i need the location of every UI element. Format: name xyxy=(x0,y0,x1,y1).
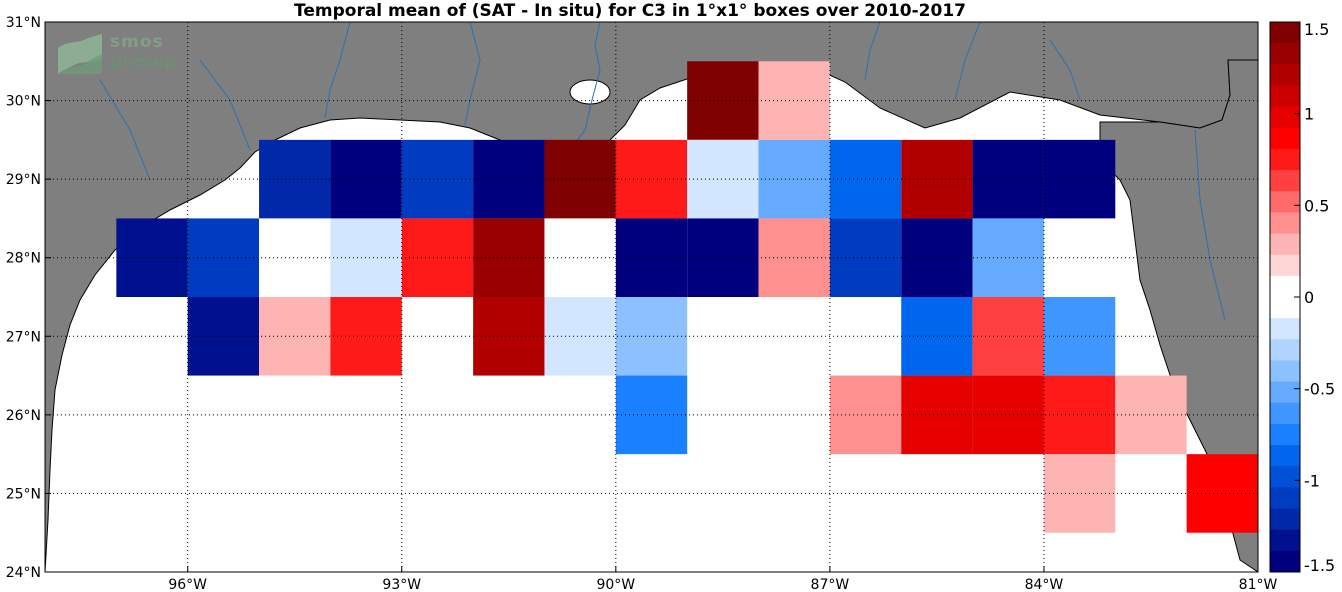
heatmap-cell-37 xyxy=(615,375,688,455)
heatmap-cell-8 xyxy=(687,139,759,219)
colorbar-tick-label-2: 0.5 xyxy=(1304,196,1329,215)
colorbar-tick-label-3: 0 xyxy=(1304,288,1314,307)
heatmap-cell-36 xyxy=(1043,297,1116,376)
colorbar-bin-6 xyxy=(1270,148,1300,171)
rivers xyxy=(99,22,1226,321)
heatmap-cell-13 xyxy=(1043,139,1116,219)
heatmap-cell-16 xyxy=(259,218,331,297)
colorbar-bin-16 xyxy=(1270,360,1300,383)
colorbar-bin-18 xyxy=(1270,402,1300,425)
y-axis-ticks: 24°N 25°N 26°N 27°N 28°N 29°N 30°N 31°N xyxy=(6,15,51,581)
colorbar: 1.5 1 0.5 0 -0.5 -1 -1.5 xyxy=(1269,20,1335,575)
colorbar-bin-23 xyxy=(1270,508,1300,531)
colorbar-tick-label-4: -0.5 xyxy=(1304,380,1335,399)
colorbar-bin-21 xyxy=(1270,466,1300,488)
colorbar-bin-9 xyxy=(1270,212,1300,235)
colorbar-swatches xyxy=(1270,22,1300,573)
y-tick-label-5: 29°N xyxy=(6,172,41,188)
y-tick-label-0: 24°N xyxy=(6,565,41,581)
logo-wave-icon xyxy=(58,34,102,74)
colorbar-tick-label-6: -1.5 xyxy=(1304,556,1335,575)
heatmap-cell-44 xyxy=(1186,454,1258,533)
heatmap-cell-22 xyxy=(687,218,759,297)
heatmap-cell-41 xyxy=(1043,375,1116,455)
colorbar-bin-14 xyxy=(1270,318,1300,340)
logo-line-2: pi-mep xyxy=(110,52,177,72)
y-tick-label-4: 28°N xyxy=(6,251,41,267)
colorbar-bin-3 xyxy=(1270,85,1300,108)
colorbar-bin-10 xyxy=(1270,233,1300,256)
y-tick-label-1: 25°N xyxy=(6,486,41,502)
colorbar-bin-4 xyxy=(1270,106,1300,129)
heatmap-cell-32 xyxy=(544,297,616,376)
x-tick-label-2: 90°W xyxy=(596,577,635,592)
heatmap-cell-15 xyxy=(187,218,260,297)
heatmap-cell-20 xyxy=(544,218,616,297)
colorbar-bin-19 xyxy=(1270,423,1300,446)
colorbar-bin-17 xyxy=(1270,381,1300,404)
colorbar-bin-22 xyxy=(1270,487,1300,510)
heatmap-cell-27 xyxy=(1043,218,1116,297)
x-tick-label-5: 81°W xyxy=(1239,577,1278,592)
smos-pi-mep-logo: smos pi-mep xyxy=(56,30,196,80)
colorbar-bin-1 xyxy=(1270,43,1300,65)
heatmap-cell-0 xyxy=(687,61,759,140)
x-axis-ticks: 96°W 93°W 90°W 87°W 84°W 81°W xyxy=(168,566,1277,592)
x-tick-label-1: 93°W xyxy=(382,577,421,592)
colorbar-bin-12 xyxy=(1270,275,1300,298)
heatmap-cell-6 xyxy=(544,139,616,219)
heatmap-cell-7 xyxy=(615,139,688,219)
colorbar-bin-15 xyxy=(1270,339,1300,361)
heatmap-cell-14 xyxy=(116,218,188,297)
colorbar-bin-8 xyxy=(1270,191,1300,213)
y-tick-label-7: 31°N xyxy=(6,15,41,31)
colorbar-bin-25 xyxy=(1270,550,1300,573)
x-tick-label-3: 87°W xyxy=(811,577,850,592)
logo-line-1: smos xyxy=(110,32,164,52)
colorbar-bin-2 xyxy=(1270,64,1300,86)
colorbar-bin-5 xyxy=(1270,127,1300,150)
heatmap-cell-2 xyxy=(259,139,331,219)
heatmap-cell-35 xyxy=(972,297,1044,376)
colorbar-bin-13 xyxy=(1270,297,1300,319)
colorbar-bin-20 xyxy=(1270,445,1300,467)
heatmap-cell-21 xyxy=(615,218,688,297)
heatmap-cell-43 xyxy=(1043,454,1116,533)
colorbar-tick-label-0: 1.5 xyxy=(1304,20,1329,39)
chart-title: Temporal mean of (SAT - In situ) for C3 … xyxy=(294,1,966,21)
y-tick-label-3: 27°N xyxy=(6,329,41,345)
heatmap-cell-33 xyxy=(615,297,688,376)
x-tick-label-0: 96°W xyxy=(168,577,207,592)
heatmap-cell-26 xyxy=(972,218,1044,297)
plot-frame xyxy=(44,21,1259,573)
heatmap-cell-29 xyxy=(259,297,331,376)
colorbar-tick-label-1: 1 xyxy=(1304,105,1314,124)
colorbar-bin-24 xyxy=(1270,529,1300,552)
colorbar-bin-0 xyxy=(1270,22,1300,44)
lake-pontchartrain xyxy=(569,79,611,105)
colorbar-bin-11 xyxy=(1270,254,1300,277)
colorbar-bin-7 xyxy=(1270,170,1300,192)
heatmap-cell-28 xyxy=(187,297,260,376)
heatmap-cell-42 xyxy=(1115,375,1187,455)
colorbar-ticks: 1.5 1 0.5 0 -0.5 -1 -1.5 xyxy=(1294,20,1335,575)
heatmap-cell-12 xyxy=(972,139,1044,219)
colorbar-tick-label-5: -1 xyxy=(1304,471,1320,490)
heatmap-cell-40 xyxy=(972,375,1044,455)
y-tick-label-6: 30°N xyxy=(6,94,41,110)
x-tick-label-4: 84°W xyxy=(1025,577,1064,592)
y-tick-label-2: 26°N xyxy=(6,408,41,424)
